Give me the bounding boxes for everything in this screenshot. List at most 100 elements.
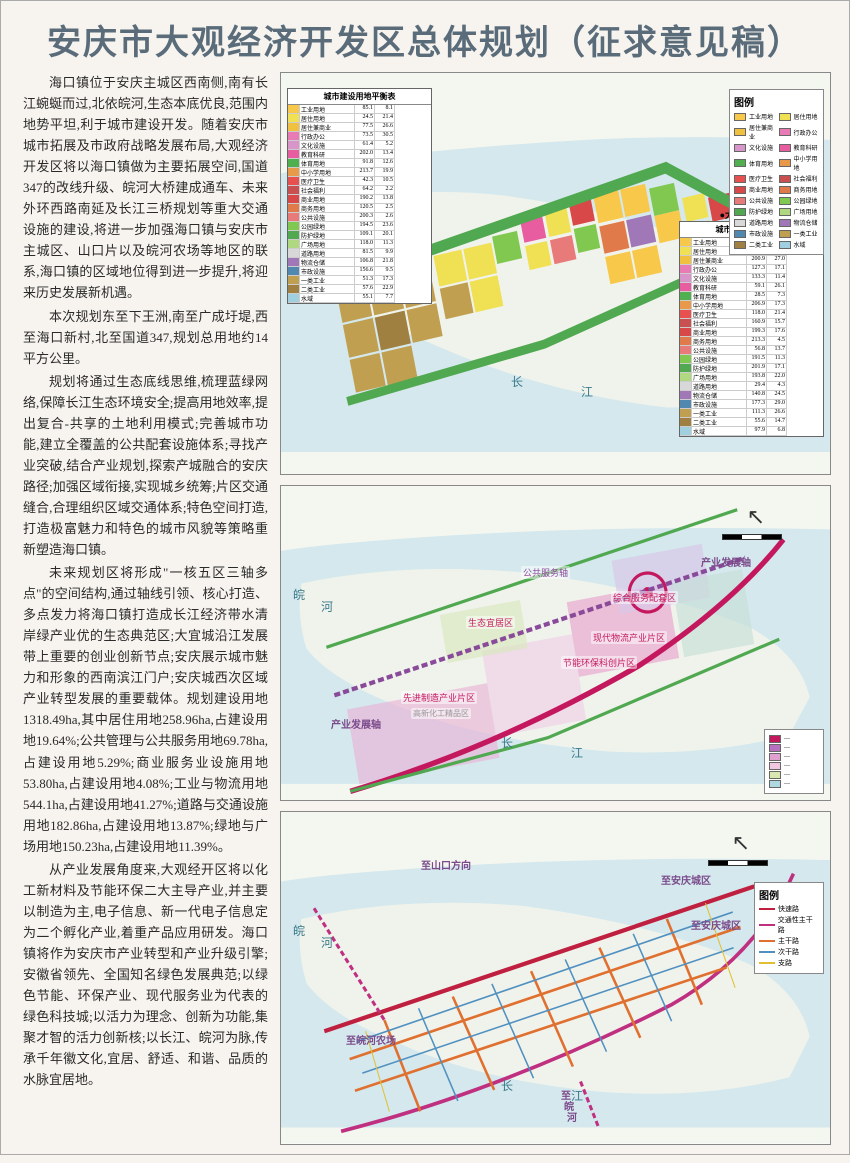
legend-item: 次干路	[759, 947, 819, 957]
legend-item: 工业用地	[734, 112, 775, 121]
axis-label: 至安庆城区	[691, 917, 741, 932]
legend-item: 公共设施	[734, 196, 775, 205]
river-label: 河	[321, 934, 333, 951]
body-paragraph: 规划将通过生态底线思维,梳理蓝绿网络,保障长江生态环境安全;提高用地效率,提出复…	[23, 371, 268, 560]
legend-item: 教育科研	[779, 143, 820, 152]
table-row: 公园绿地194.523.6	[288, 222, 431, 231]
river-label: 长	[501, 1077, 513, 1094]
river-label: 皖	[293, 922, 305, 939]
table-row: 文化设施61.45.2	[288, 141, 431, 150]
table-row: 防护绿地109.120.1	[288, 231, 431, 240]
table-row: 公共设施56.813.7	[680, 346, 823, 355]
axis-label: 至山口方向	[421, 857, 471, 872]
legend-item: —	[769, 753, 819, 761]
legend-item: 社会福利	[779, 174, 820, 183]
axis-label: 河	[567, 1109, 577, 1124]
scale-bar	[722, 534, 782, 540]
river-label: 江	[581, 383, 593, 400]
table-row: 一类工业111.326.6	[680, 409, 823, 418]
table-row: 防护绿地201.917.1	[680, 364, 823, 373]
river-label: 皖	[293, 586, 305, 603]
zone-label: 高新化工精品区	[411, 708, 471, 719]
map-roads: 总体规划图——道路交通规划图	[280, 811, 831, 1145]
legend-item: —	[769, 735, 819, 743]
legend-item: 体育用地	[734, 154, 775, 172]
river-label: 河	[321, 598, 333, 615]
zone-label: 先进制造产业片区	[401, 691, 477, 704]
river-label: 江	[571, 744, 583, 761]
body-paragraph: 未来规划区将形成"一核五区三轴多点"的空间结构,通过轴线引领、核心打造、多点发力…	[23, 562, 268, 857]
table-row: 商业用地190.213.8	[288, 195, 431, 204]
body-paragraph: 本次规划东至下王洲,南至广成圩堤,西至海口新村,北至国道347,规划总用地约14…	[23, 306, 268, 369]
table-row: 道路用地29.44.3	[680, 382, 823, 391]
table-row: 工业用地85.18.1	[288, 105, 431, 114]
document-title: 安庆市大观经济开发区总体规划（征求意见稿）	[1, 1, 849, 72]
maps-column: 总体规划图——土地利用规划图	[280, 72, 831, 1145]
legend-item: 公园绿地	[779, 196, 820, 205]
map-landuse: 总体规划图——土地利用规划图	[280, 72, 831, 475]
legend-item: 二类工业	[734, 240, 775, 249]
text-column: 海口镇位于安庆主城区西南侧,南有长江蜿蜒而过,北依皖河,生态本底优良,范围内地势…	[23, 72, 268, 1145]
table-row: 公共设施200.32.6	[288, 213, 431, 222]
zone-label: 现代物流产业片区	[591, 631, 667, 644]
table-row: 物流仓储140.824.5	[680, 391, 823, 400]
map1-table-left: 城市建设用地平衡表 工业用地85.18.1居住用地24.521.4居住兼商业77…	[287, 88, 432, 304]
table-row: 社会福利64.22.2	[288, 186, 431, 195]
axis-label: 产业发展轴	[331, 716, 381, 731]
table-row: 商务用地213.34.5	[680, 337, 823, 346]
legend-item: 商业用地	[734, 185, 775, 194]
legend-item: 广场用地	[779, 207, 820, 216]
table-row: 社会福利160.915.7	[680, 319, 823, 328]
legend-item: 防护绿地	[734, 207, 775, 216]
table-row: 中小学用地213.719.9	[288, 168, 431, 177]
scale-bar	[708, 860, 768, 866]
table-row: 广场用地193.822.0	[680, 373, 823, 382]
table-row: 居住兼商业200.927.0	[680, 256, 823, 265]
table-row: 居住用地24.521.4	[288, 114, 431, 123]
map-structure: 总体规划图——规划结构图	[280, 485, 831, 801]
axis-label: 至皖河农场	[346, 1032, 396, 1047]
table-row: 商务用地120.52.5	[288, 204, 431, 213]
map3-legend: 图例 快速路交通性主干路主干路次干路支路	[754, 882, 824, 974]
legend-item: 医疗卫生	[734, 174, 775, 183]
legend-item: 商务用地	[779, 185, 820, 194]
map2-legend: ——————	[764, 729, 824, 794]
body-paragraph: 从产业发展角度来,大观经开区将以化工新材料及节能环保二大主导产业,并主要以制造为…	[23, 859, 268, 1091]
table-row: 市政设施156.69.5	[288, 267, 431, 276]
table-row: 医疗卫生118.021.4	[680, 310, 823, 319]
compass-icon: ↖	[747, 504, 765, 530]
legend-item: —	[769, 762, 819, 770]
zone-label: 生态宜居区	[466, 616, 515, 629]
legend-item: 快速路	[759, 904, 819, 914]
zone-label: 公共服务轴	[521, 566, 570, 579]
table-row: 二类工业57.622.9	[288, 285, 431, 294]
table-row: 水域97.96.8	[680, 427, 823, 436]
table-row: 物流仓储106.821.8	[288, 258, 431, 267]
river-label: 长	[511, 373, 523, 390]
body-paragraph: 海口镇位于安庆主城区西南侧,南有长江蜿蜒而过,北依皖河,生态本底优良,范围内地势…	[23, 72, 268, 304]
legend-item: 中小学用地	[779, 154, 820, 172]
legend-item: 文化设施	[734, 143, 775, 152]
table-row: 市政设施177.329.0	[680, 400, 823, 409]
table-row: 中小学用地206.917.3	[680, 301, 823, 310]
legend-item: 交通性主干路	[759, 915, 819, 935]
table-row: 广场用地118.011.3	[288, 240, 431, 249]
table-row: 行政办公73.530.5	[288, 132, 431, 141]
table-row: 行政办公127.317.1	[680, 265, 823, 274]
axis-label: 产业发展轴	[701, 554, 751, 569]
axis-label: 至安庆城区	[661, 872, 711, 887]
table-row: 体育用地91.812.6	[288, 159, 431, 168]
legend-item: 主干路	[759, 936, 819, 946]
table-row: 二类工业55.614.7	[680, 418, 823, 427]
legend-item: —	[769, 771, 819, 779]
table-row: 体育用地28.57.3	[680, 292, 823, 301]
legend-item: 一类工业	[779, 229, 820, 238]
legend-item: 居住用地	[779, 112, 820, 121]
map1-legend: 图例 工业用地居住用地居住兼商业行政办公文化设施教育科研体育用地中小学用地医疗卫…	[729, 89, 824, 255]
legend-item: 水域	[779, 240, 820, 249]
legend-item: —	[769, 744, 819, 752]
legend-item: 支路	[759, 958, 819, 968]
compass-icon: ↖	[732, 830, 750, 856]
zone-label: 综合服务配套区	[611, 591, 678, 604]
legend-item: 市政设施	[734, 229, 775, 238]
